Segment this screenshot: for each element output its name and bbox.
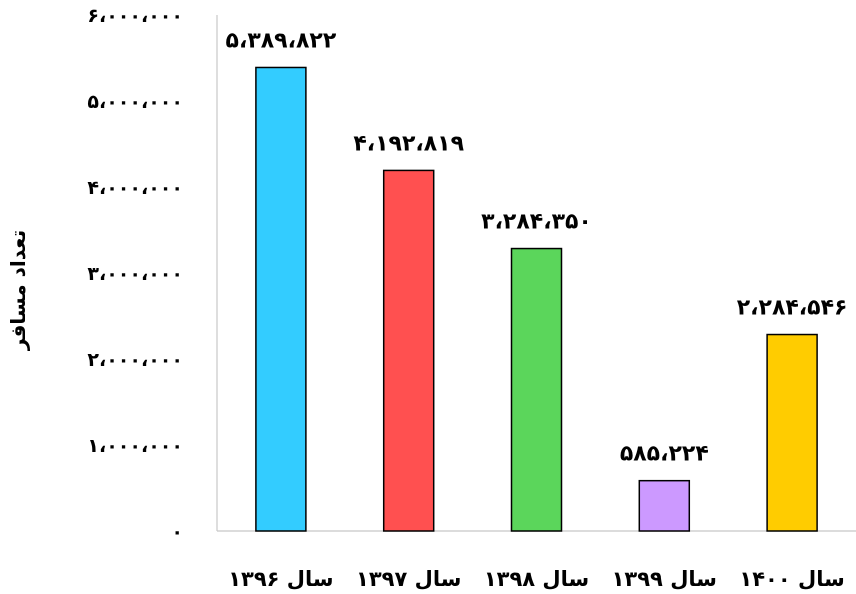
y-tick-label: ۰ (171, 521, 183, 543)
bars-group (255, 66, 818, 532)
y-axis-ticks: ۰ ۱،۰۰۰،۰۰۰ ۲،۰۰۰،۰۰۰ ۳،۰۰۰،۰۰۰ ۴،۰۰۰،۰۰۰ ۵،۰… (87, 5, 183, 543)
category-labels-group: سال ۱۳۹۶ سال ۱۳۹۷ سال ۱۳۹۸ سال ۱۳۹۹ سال ۱۴۰۰ (228, 567, 845, 591)
bar-data-label: ۳،۲۸۴،۳۵۰ (481, 210, 592, 235)
y-tick-label: ۳،۰۰۰،۰۰۰ (87, 263, 183, 285)
y-tick-label: ۲،۰۰۰،۰۰۰ (87, 349, 183, 371)
category-label: سال ۱۴۰۰ (739, 567, 844, 591)
data-labels-group: ۵،۳۸۹،۸۲۲ ۴،۱۹۲،۸۱۹ ۳،۲۸۴،۳۵۰ ۵۸۵،۲۲۴ ۲،۲۸۴،… (226, 28, 848, 466)
y-tick-label: ۱،۰۰۰،۰۰۰ (87, 435, 183, 457)
y-axis-title: تعداد مسافر (6, 230, 30, 351)
bar-data-label: ۴،۱۹۲،۸۱۹ (353, 131, 464, 156)
bar (638, 479, 691, 532)
bar-data-label: ۲،۲۸۴،۵۴۶ (737, 296, 848, 321)
category-label: سال ۱۳۹۹ (612, 567, 717, 591)
y-tick-label: ۶،۰۰۰،۰۰۰ (87, 5, 183, 27)
bar (382, 169, 435, 532)
category-label: سال ۱۳۹۶ (228, 567, 333, 591)
category-label: سال ۱۳۹۷ (356, 567, 461, 591)
bar (255, 66, 307, 532)
bar (766, 333, 818, 532)
y-tick-label: ۴،۰۰۰،۰۰۰ (87, 177, 183, 199)
bar (510, 247, 563, 532)
category-label: سال ۱۳۹۸ (484, 567, 589, 591)
y-tick-label: ۵،۰۰۰،۰۰۰ (87, 91, 183, 113)
bar-data-label: ۵۸۵،۲۲۴ (620, 442, 709, 467)
bar-data-label: ۵،۳۸۹،۸۲۲ (226, 28, 337, 53)
